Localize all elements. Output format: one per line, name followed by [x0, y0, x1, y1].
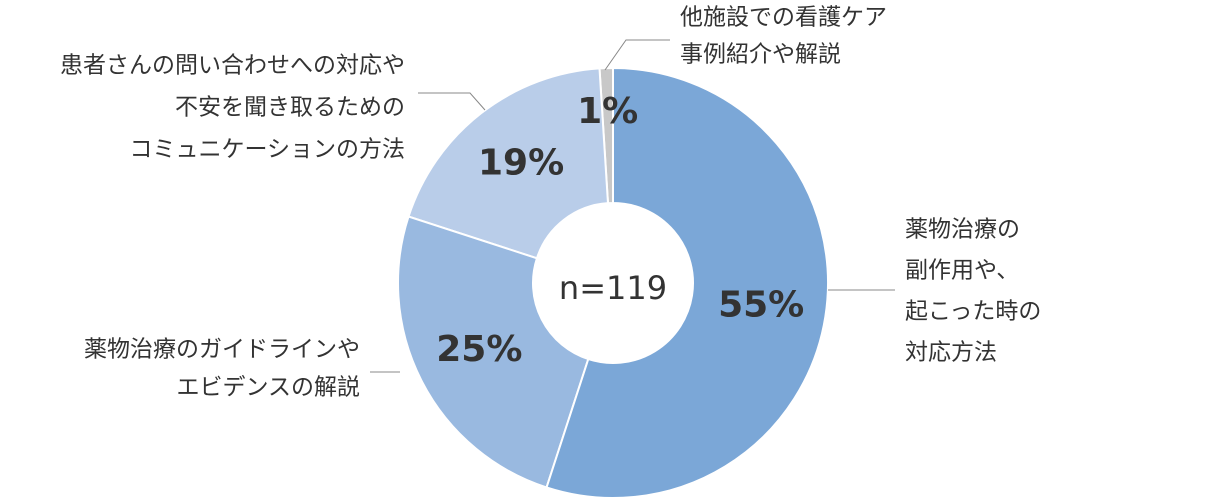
category-label: 対応方法: [905, 340, 997, 366]
center-label: n=119: [559, 269, 667, 307]
category-label: 他施設での看護ケア: [680, 5, 887, 31]
leader-line: [604, 39, 670, 71]
category-label: 副作用や、: [905, 258, 1019, 284]
value-label: 1%: [577, 91, 638, 132]
slice: [407, 67, 610, 260]
category-label: コミュニケーションの方法: [129, 137, 405, 163]
leader-line: [418, 92, 486, 111]
category-label: エビデンスの解説: [176, 375, 360, 401]
value-label: 25%: [436, 329, 522, 370]
slice: [397, 215, 590, 489]
category-label: 患者さんの問い合わせへの対応や: [60, 53, 405, 79]
value-label: 19%: [478, 142, 564, 183]
slice: [545, 66, 829, 499]
value-label: 55%: [718, 284, 804, 325]
category-label: 事例紹介や解説: [680, 42, 841, 68]
category-label: 不安を聞き取るための: [175, 95, 405, 121]
category-label: 起こった時の: [905, 299, 1041, 325]
category-label: 薬物治療のガイドラインや: [84, 337, 360, 363]
category-label: 薬物治療の: [905, 217, 1020, 243]
